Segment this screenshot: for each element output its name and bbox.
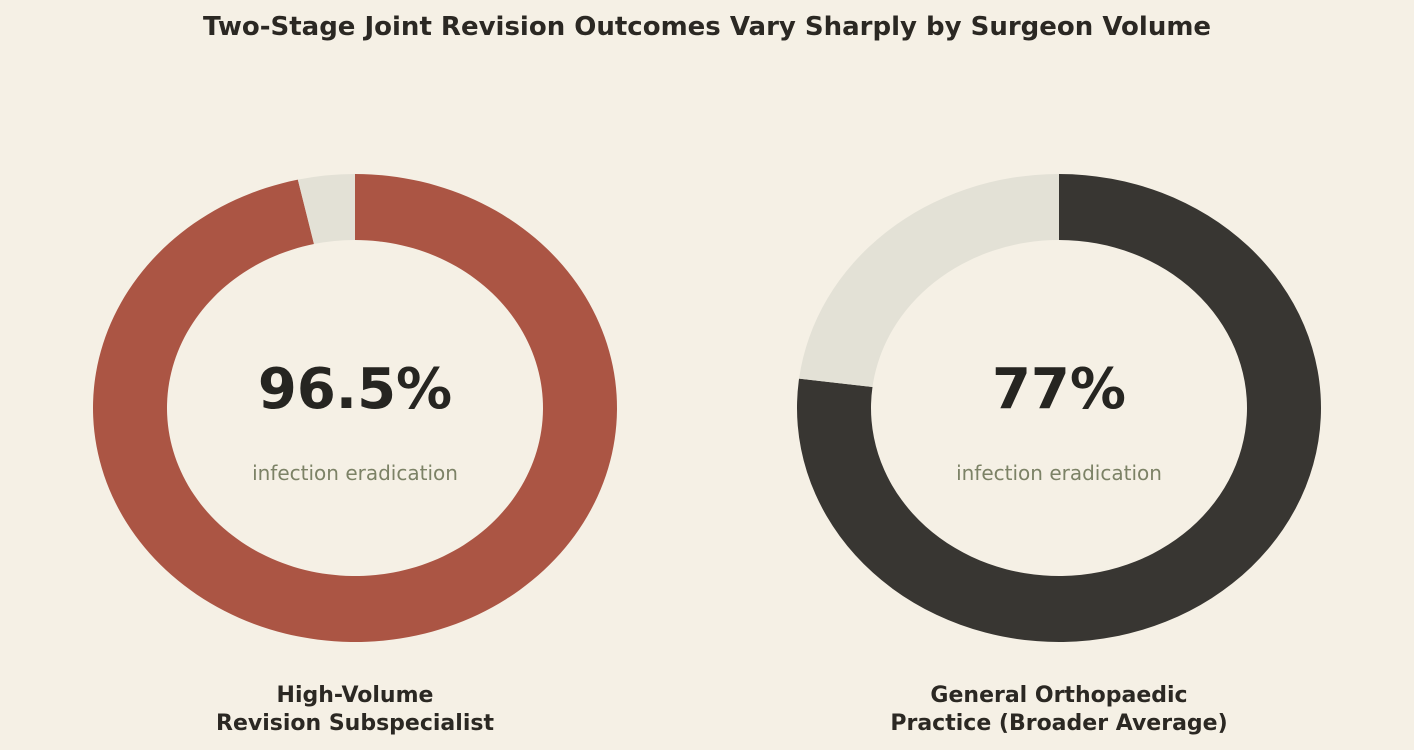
donut-category-label-line-1: General Orthopaedic [930, 683, 1187, 708]
donut-caption: infection eradication [252, 461, 458, 485]
donut-category-label-line-2: Practice (Broader Average) [890, 711, 1227, 736]
donut-category-label-line-2: Revision Subspecialist [216, 711, 494, 736]
chart-title: Two-Stage Joint Revision Outcomes Vary S… [202, 12, 1212, 42]
donut-caption: infection eradication [956, 461, 1162, 485]
donut-chart-2: 77% infection eradication General Orthopae… [797, 174, 1321, 736]
donut-category-label-line-1: High-Volume [277, 683, 434, 708]
donut-value-label: 77% [992, 357, 1126, 422]
donut-remainder-slice [799, 174, 1060, 387]
donut-remainder-slice [297, 174, 355, 245]
donut-value-label: 96.5% [258, 357, 452, 422]
donut-chart-1: 96.5% infection eradication High-Volume Rev… [92, 174, 617, 736]
